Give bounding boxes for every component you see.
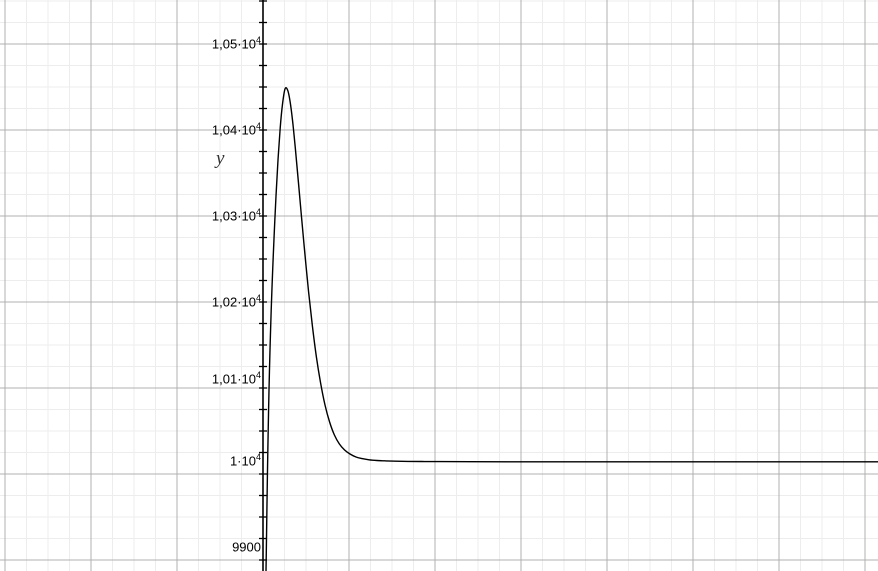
y-tick-label: 1·104 — [0, 452, 261, 469]
y-axis-label: y — [216, 148, 225, 169]
y-tick-label-exponent: 4 — [255, 121, 261, 132]
y-tick-label-mantissa: 1,05·10 — [211, 36, 256, 52]
y-tick-label: 9900 — [0, 540, 261, 555]
y-tick-label: 1,04·104 — [0, 121, 261, 138]
y-tick-label-exponent: 4 — [255, 35, 261, 46]
y-tick-label-mantissa: 1·10 — [229, 453, 256, 469]
y-tick-label-mantissa: 1,02·10 — [211, 294, 256, 310]
y-tick-label: 1,03·104 — [0, 207, 261, 224]
y-tick-label-mantissa: 9900 — [232, 539, 261, 555]
y-tick-label-mantissa: 1,03·10 — [211, 208, 256, 224]
y-tick-label: 1,01·104 — [0, 370, 261, 387]
y-tick-label-mantissa: 1,01·10 — [211, 371, 256, 387]
y-tick-label-mantissa: 1,04·10 — [211, 122, 256, 138]
data-curve — [265, 86, 878, 571]
y-tick-label: 1,05·104 — [0, 35, 261, 52]
y-tick-label-exponent: 4 — [255, 370, 261, 381]
y-tick-label-exponent: 4 — [255, 293, 261, 304]
y-tick-label: 1,02·104 — [0, 293, 261, 310]
y-tick-label-exponent: 4 — [255, 207, 261, 218]
y-tick-label-exponent: 4 — [255, 452, 261, 463]
